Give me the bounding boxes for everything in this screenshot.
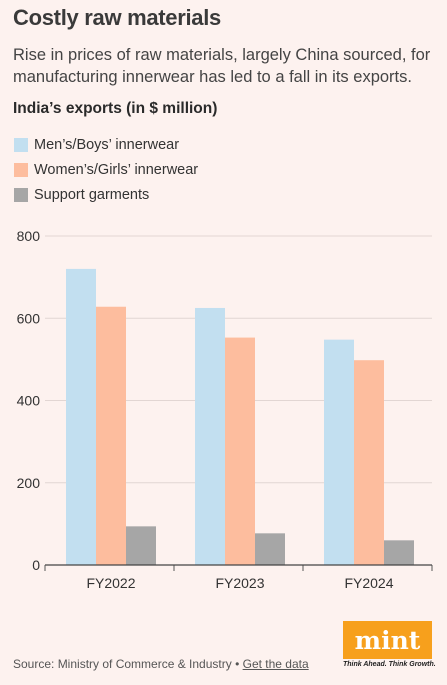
legend-swatch-mens xyxy=(14,137,28,152)
y-tick-label: 400 xyxy=(17,393,41,409)
bar-mens xyxy=(66,268,96,565)
source-line: Source: Ministry of Commerce & Industry … xyxy=(13,657,309,671)
legend-swatch-womens xyxy=(14,162,28,177)
bar-support xyxy=(255,533,285,565)
legend-item-mens: Men’s/Boys’ innerwear xyxy=(14,132,198,157)
bar-mens xyxy=(195,307,225,565)
legend-label-support: Support garments xyxy=(34,186,150,203)
y-tick-label: 600 xyxy=(17,310,41,326)
x-tick-label: FY2024 xyxy=(344,575,393,591)
bar-chart: 0 200 400 600 800 FY2022 FY2023 FY2024 xyxy=(17,228,433,591)
bar-support xyxy=(126,526,156,565)
bar-womens xyxy=(96,306,126,565)
legend-swatch-support xyxy=(14,187,28,202)
y-tick-label: 800 xyxy=(17,228,41,244)
y-tick-label: 200 xyxy=(17,475,41,491)
chart-subtitle: Rise in prices of raw materials, largely… xyxy=(13,46,431,86)
x-tick-label: FY2023 xyxy=(215,575,264,591)
mint-logo: mint Think Ahead. Think Growth. xyxy=(343,621,436,668)
chart-title: Costly raw materials xyxy=(13,5,221,30)
legend-item-womens: Women’s/Girls’ innerwear xyxy=(14,157,198,182)
x-tick-label: FY2022 xyxy=(86,575,135,591)
logo-tagline: Think Ahead. Think Growth. xyxy=(343,661,436,668)
bar-womens xyxy=(354,360,384,565)
chart-legend: Men’s/Boys’ innerwear Women’s/Girls’ inn… xyxy=(14,132,198,207)
logo-wordmark: mint xyxy=(343,621,432,659)
bar-womens xyxy=(225,337,255,565)
legend-item-support: Support garments xyxy=(14,182,198,207)
y-tick-label: 0 xyxy=(32,557,40,573)
get-the-data-link[interactable]: Get the data xyxy=(242,657,309,671)
chart-heading: India’s exports (in $ million) xyxy=(13,100,218,117)
bar-mens xyxy=(324,339,354,565)
legend-label-mens: Men’s/Boys’ innerwear xyxy=(34,136,180,153)
source-text: Source: Ministry of Commerce & Industry … xyxy=(13,657,240,671)
bar-support xyxy=(384,540,414,565)
legend-label-womens: Women’s/Girls’ innerwear xyxy=(34,161,199,178)
